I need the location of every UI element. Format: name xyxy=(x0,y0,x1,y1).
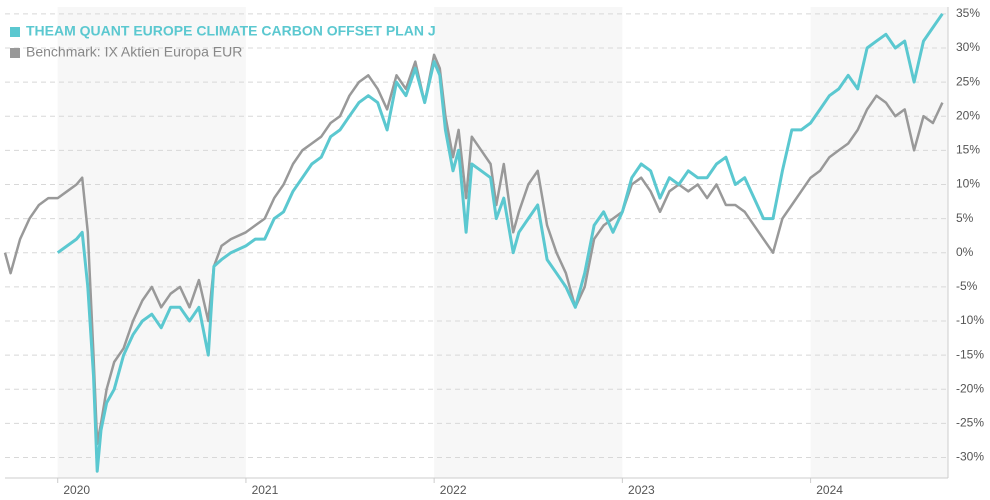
y-tick-label: -20% xyxy=(956,381,984,395)
year-band xyxy=(810,7,948,478)
legend-label: Benchmark: IX Aktien Europa EUR xyxy=(26,44,242,60)
y-tick-label: -5% xyxy=(956,279,978,293)
y-tick-label: 15% xyxy=(956,143,980,157)
y-tick-label: -15% xyxy=(956,347,984,361)
legend-swatch xyxy=(10,27,20,37)
series-line xyxy=(3,53,944,446)
y-tick-label: 5% xyxy=(956,211,974,225)
y-tick-label: 35% xyxy=(956,6,980,20)
y-tick-label: -25% xyxy=(956,416,984,430)
y-tick-label: 0% xyxy=(956,245,974,259)
y-tick-label: 10% xyxy=(956,177,980,191)
legend-label: THEAM QUANT EUROPE CLIMATE CARBON OFFSET… xyxy=(26,23,436,39)
x-tick-label: 2024 xyxy=(816,483,843,497)
y-tick-label: 20% xyxy=(956,108,980,122)
legend-swatch xyxy=(10,48,20,58)
x-tick-label: 2021 xyxy=(252,483,279,497)
y-tick-label: -10% xyxy=(956,313,984,327)
x-tick-label: 2023 xyxy=(628,483,655,497)
y-tick-label: 30% xyxy=(956,40,980,54)
y-tick-label: -30% xyxy=(956,450,984,464)
year-band xyxy=(57,7,246,478)
x-tick-label: 2022 xyxy=(440,483,467,497)
y-tick-label: 25% xyxy=(956,74,980,88)
series-line xyxy=(56,12,944,473)
x-tick-label: 2020 xyxy=(63,483,90,497)
